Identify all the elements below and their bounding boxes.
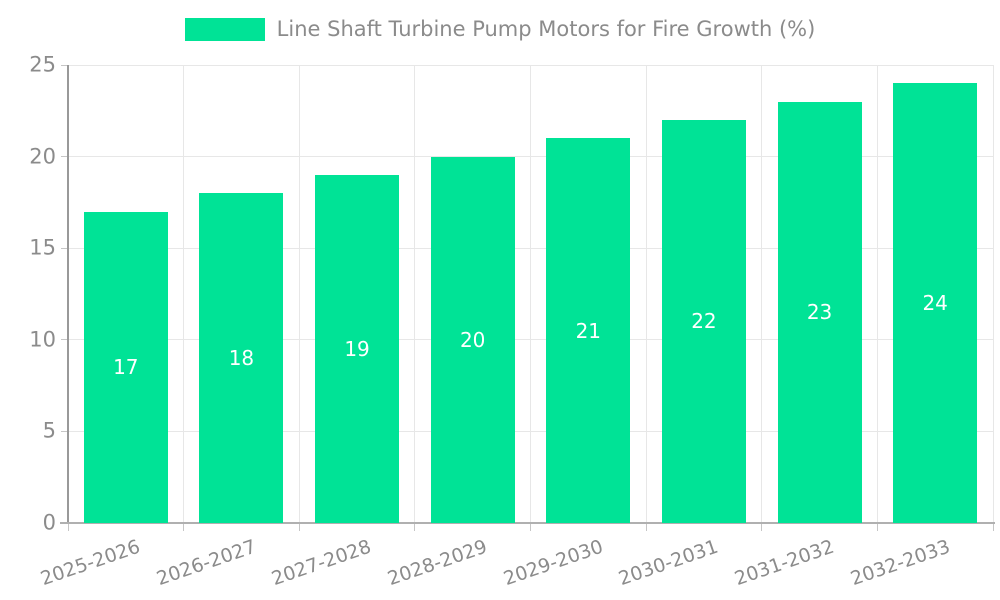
x-axis-tick-label: 2026-2027	[153, 535, 259, 591]
x-axis-tick-label: 2025-2026	[38, 535, 144, 591]
x-axis-tick	[876, 524, 878, 531]
bar-value-label: 18	[228, 346, 255, 371]
x-axis-tick-label: 2032-2033	[847, 535, 953, 591]
y-axis-tick	[61, 64, 68, 66]
y-axis-tick-label: 5	[42, 418, 56, 443]
legend-swatch	[184, 17, 265, 41]
x-axis-tick	[414, 524, 416, 531]
bar-value-label: 21	[575, 318, 602, 343]
x-axis-tick	[761, 524, 763, 531]
bar[interactable]	[893, 83, 978, 523]
bar[interactable]	[199, 193, 284, 523]
bar-value-label: 17	[113, 355, 139, 380]
bar[interactable]	[546, 138, 631, 523]
legend-label: Line Shaft Turbine Pump Motors for Fire …	[276, 17, 816, 41]
bar-value-label: 23	[806, 300, 833, 325]
x-axis-tick-label: 2031-2032	[731, 535, 837, 591]
x-gridline	[876, 65, 878, 523]
bar[interactable]	[83, 211, 168, 523]
bar[interactable]	[661, 119, 746, 523]
x-gridline	[761, 65, 763, 523]
y-axis-tick-label: 15	[29, 235, 56, 260]
x-axis-tick	[183, 524, 185, 531]
y-axis-tick-label: 25	[29, 52, 56, 77]
x-gridline	[414, 65, 416, 523]
x-axis-tick	[992, 524, 994, 531]
legend[interactable]: Line Shaft Turbine Pump Motors for Fire …	[0, 17, 1000, 41]
bar-value-label: 22	[691, 309, 717, 334]
x-gridline	[645, 65, 647, 523]
y-axis-tick	[61, 430, 68, 432]
bar-value-label: 24	[922, 291, 948, 316]
x-axis-tick	[645, 524, 647, 531]
x-axis-tick-label: 2029-2030	[500, 535, 606, 591]
y-axis-tick	[61, 247, 68, 249]
bar-value-label: 19	[344, 336, 370, 361]
x-gridline	[992, 65, 994, 523]
bar[interactable]	[430, 156, 515, 523]
bar[interactable]	[315, 174, 400, 523]
x-gridline	[183, 65, 185, 523]
x-axis-tick-label: 2030-2031	[616, 535, 722, 591]
y-axis-line	[67, 65, 69, 523]
x-gridline	[298, 65, 300, 523]
x-gridline	[530, 65, 531, 523]
bar-value-label: 20	[459, 327, 486, 352]
x-axis-tick	[67, 524, 69, 531]
y-axis-tick-label: 10	[29, 327, 56, 352]
y-axis-tick-label: 0	[42, 510, 56, 535]
y-axis-tick-label: 20	[29, 144, 56, 169]
x-axis-tick-label: 2027-2028	[269, 535, 375, 591]
x-axis-tick	[530, 524, 531, 531]
x-axis-line	[60, 522, 995, 524]
y-axis-tick	[61, 156, 68, 158]
bar[interactable]	[777, 101, 862, 523]
y-axis-tick	[61, 339, 68, 341]
x-axis-tick	[298, 524, 300, 531]
x-axis-tick-label: 2028-2029	[385, 535, 491, 591]
